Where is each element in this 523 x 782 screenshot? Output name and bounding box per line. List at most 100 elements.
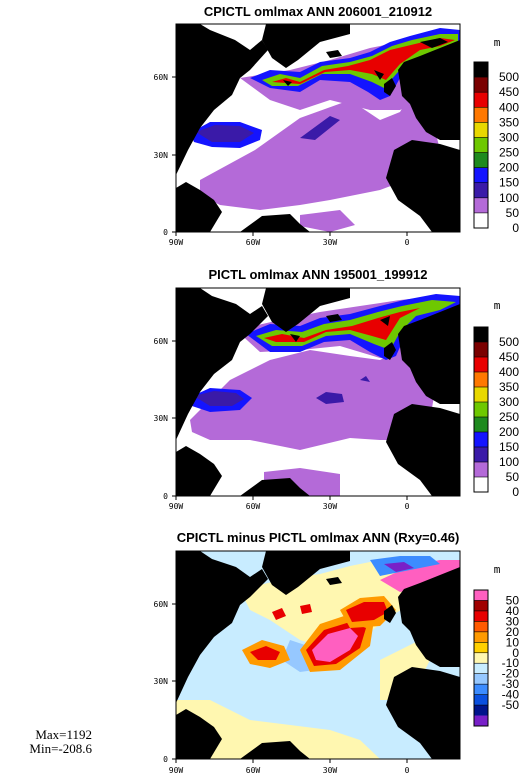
panel-2-map — [176, 288, 460, 496]
colorbar-swatch — [474, 447, 488, 463]
panel-1-title: CPICTL omlmax ANN 206001_210912 — [204, 4, 432, 19]
colorbar-label: 100 — [499, 191, 519, 205]
panel-3-land-britain — [384, 605, 396, 623]
panel-2-land-europe — [398, 304, 460, 404]
panel-3-land-europe — [398, 567, 460, 667]
panel-1-x-tick: 60W — [246, 238, 261, 247]
panel-2-ocean-100m-blob — [316, 376, 370, 404]
panel-1-deep-band-red — [272, 38, 455, 84]
colorbar-swatch — [474, 167, 488, 184]
panel-3-y-tick: 0 — [163, 755, 168, 764]
panel-2-x-tick: 30W — [323, 502, 338, 511]
panel-1-x-tick: 0 — [405, 238, 410, 247]
panel-1-deep-band-black — [283, 38, 448, 86]
colorbar-label: 150 — [499, 176, 519, 190]
colorbar-label: 300 — [499, 130, 519, 144]
panel-2-ocean-100m-sargasso — [194, 391, 244, 406]
panel-2-y-tick: 30N — [154, 414, 169, 423]
panel-1-frame — [175, 23, 461, 233]
colorbar-swatch — [474, 642, 488, 654]
panel-1-ocean-50m-south — [300, 210, 355, 232]
panel-3-land-greenland — [262, 551, 350, 595]
panel-2-x-tick: 0 — [405, 502, 410, 511]
colorbar-label: 200 — [499, 425, 519, 439]
panel-3-unit: m — [494, 563, 501, 576]
min-label: Min=-208.6 — [29, 741, 92, 756]
colorbar-label: -40 — [502, 688, 520, 702]
panel-1-y-tick: 0 — [163, 228, 168, 237]
colorbar-label: 350 — [499, 115, 519, 129]
colorbar-label: 20 — [506, 625, 520, 639]
panel-3-pink-blob-b — [312, 628, 358, 662]
panel-1-y-tick: 60N — [154, 73, 169, 82]
panel-2-y-tick: 60N — [154, 337, 169, 346]
panel-2-title: PICTL omlmax ANN 195001_199912 — [209, 267, 428, 282]
panel-3-land-south-america — [240, 741, 310, 759]
panel-1-ocean-100m-sargasso — [196, 125, 254, 142]
panel-3-ticks — [172, 603, 408, 763]
panel-1: CPICTL omlmax ANN 206001_210912 — [154, 4, 520, 247]
colorbar-swatch — [474, 152, 488, 168]
panel-2-land-central-america — [176, 446, 222, 496]
colorbar-swatch — [474, 610, 488, 622]
colorbar-swatch — [474, 663, 488, 674]
colorbar-label: 50 — [506, 593, 520, 607]
colorbar-label: 300 — [499, 395, 519, 409]
colorbar-label: -20 — [502, 667, 520, 681]
panel-2-land-north-america — [176, 288, 268, 440]
panel-1-map — [176, 24, 460, 232]
panel-3-purple-north — [384, 562, 414, 572]
panel-3-frame — [175, 550, 461, 760]
colorbar-swatch — [474, 137, 488, 153]
panel-3-land-central-america — [176, 709, 222, 759]
colorbar-swatch — [474, 402, 488, 418]
panel-3-red-blob-a — [250, 646, 280, 660]
panel-3-map — [176, 551, 460, 759]
panel-1-land-britain — [384, 78, 396, 96]
colorbar-swatch — [474, 705, 488, 716]
colorbar-label: 500 — [499, 335, 519, 349]
colorbar-swatch — [474, 197, 488, 214]
colorbar-swatch — [474, 684, 488, 695]
colorbar-swatch — [474, 62, 488, 78]
colorbar-label: 200 — [499, 161, 519, 175]
colorbar-label: -30 — [502, 677, 520, 691]
panel-3-y-tick: 30N — [154, 677, 169, 686]
panel-2-x-tick: 60W — [246, 502, 261, 511]
panel-2-unit: m — [494, 299, 501, 312]
panel-2-land-africa — [386, 404, 460, 496]
colorbar-label: 0 — [512, 221, 519, 235]
max-label: Max=1192 — [35, 727, 92, 742]
colorbar-label: 250 — [499, 146, 519, 160]
colorbar-label: 250 — [499, 410, 519, 424]
colorbar-swatch — [474, 417, 488, 433]
colorbar-frame — [473, 589, 489, 727]
colorbar-swatch — [474, 477, 488, 493]
panel-1-land-greenland — [262, 24, 350, 68]
colorbar-label: 50 — [506, 470, 520, 484]
colorbar-label: 0 — [512, 485, 519, 499]
panel-1-x-tick: 30W — [323, 238, 338, 247]
panel-3: CPICTL minus PICTL omlmax ANN (Rxy=0.46) — [154, 530, 520, 775]
colorbar-swatch — [474, 621, 488, 633]
colorbar-label: 450 — [499, 350, 519, 364]
colorbar-swatch — [474, 182, 488, 199]
panel-2-land-greenland — [262, 288, 350, 332]
panel-3-title: CPICTL minus PICTL omlmax ANN (Rxy=0.46) — [177, 530, 460, 545]
panel-3-land-africa — [386, 667, 460, 759]
panel-3-x-tick: 30W — [323, 766, 338, 775]
colorbar-swatch — [474, 327, 488, 343]
panel-2-ocean-50m — [190, 322, 440, 450]
panel-1-y-tick: 30N — [154, 151, 169, 160]
colorbar-label: -10 — [502, 656, 520, 670]
panel-3-x-tick: 60W — [246, 766, 261, 775]
colorbar-label: 450 — [499, 85, 519, 99]
panel-3-red-blob-c — [346, 602, 388, 622]
colorbar-swatch — [474, 694, 488, 706]
panel-2-y-tick: 0 — [163, 492, 168, 501]
panel-1-ocean-100m-band — [300, 116, 340, 140]
panel-3-red-small-a — [272, 604, 312, 620]
colorbar-swatch — [474, 92, 488, 108]
panel-1-land-central-america — [176, 182, 222, 232]
